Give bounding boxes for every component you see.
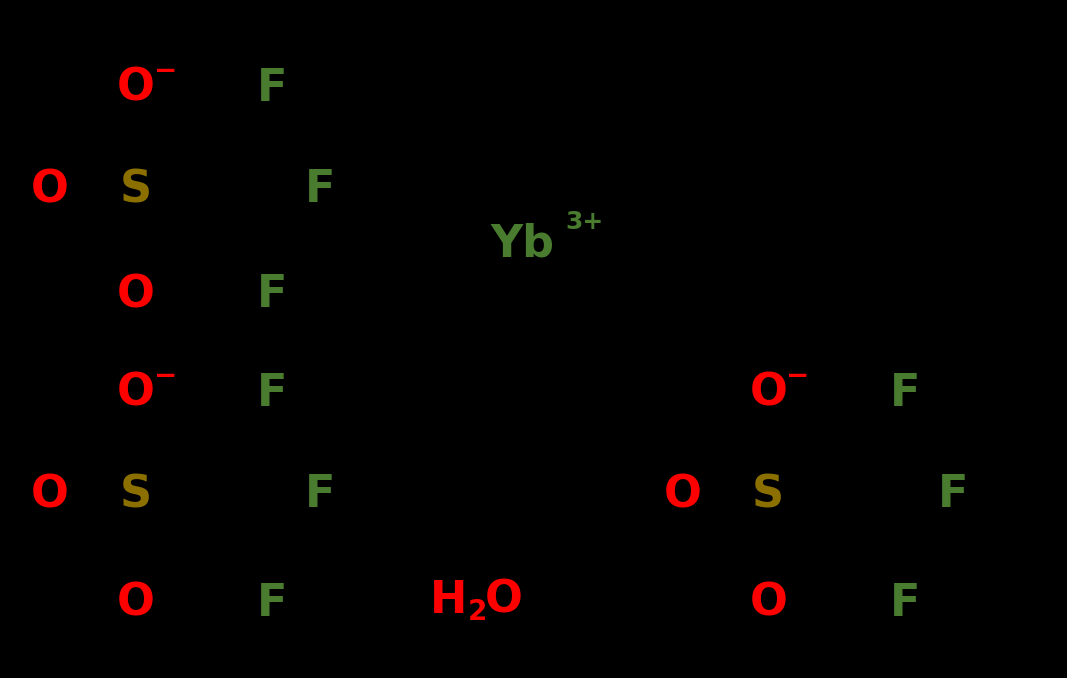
Text: −: −: [154, 362, 177, 391]
Text: S: S: [752, 473, 784, 517]
Text: O: O: [484, 578, 523, 622]
Text: Yb: Yb: [491, 222, 555, 266]
Text: F: F: [890, 582, 920, 625]
Text: −: −: [154, 57, 177, 85]
Text: O: O: [31, 168, 69, 212]
Text: F: F: [257, 582, 287, 625]
Text: H: H: [429, 578, 467, 622]
Text: S: S: [120, 168, 152, 212]
Text: F: F: [890, 372, 920, 415]
Text: F: F: [305, 473, 335, 517]
Text: 2: 2: [467, 598, 487, 626]
Text: 3+: 3+: [566, 210, 604, 235]
Text: O: O: [116, 66, 155, 110]
Text: −: −: [786, 362, 810, 391]
Text: O: O: [116, 273, 155, 317]
Text: O: O: [749, 582, 787, 625]
Text: O: O: [749, 372, 787, 415]
Text: F: F: [305, 168, 335, 212]
Text: S: S: [120, 473, 152, 517]
Text: F: F: [257, 273, 287, 317]
Text: F: F: [257, 372, 287, 415]
Text: O: O: [116, 582, 155, 625]
Text: O: O: [31, 473, 69, 517]
Text: F: F: [257, 66, 287, 110]
Text: F: F: [938, 473, 968, 517]
Text: O: O: [116, 372, 155, 415]
Text: O: O: [664, 473, 702, 517]
